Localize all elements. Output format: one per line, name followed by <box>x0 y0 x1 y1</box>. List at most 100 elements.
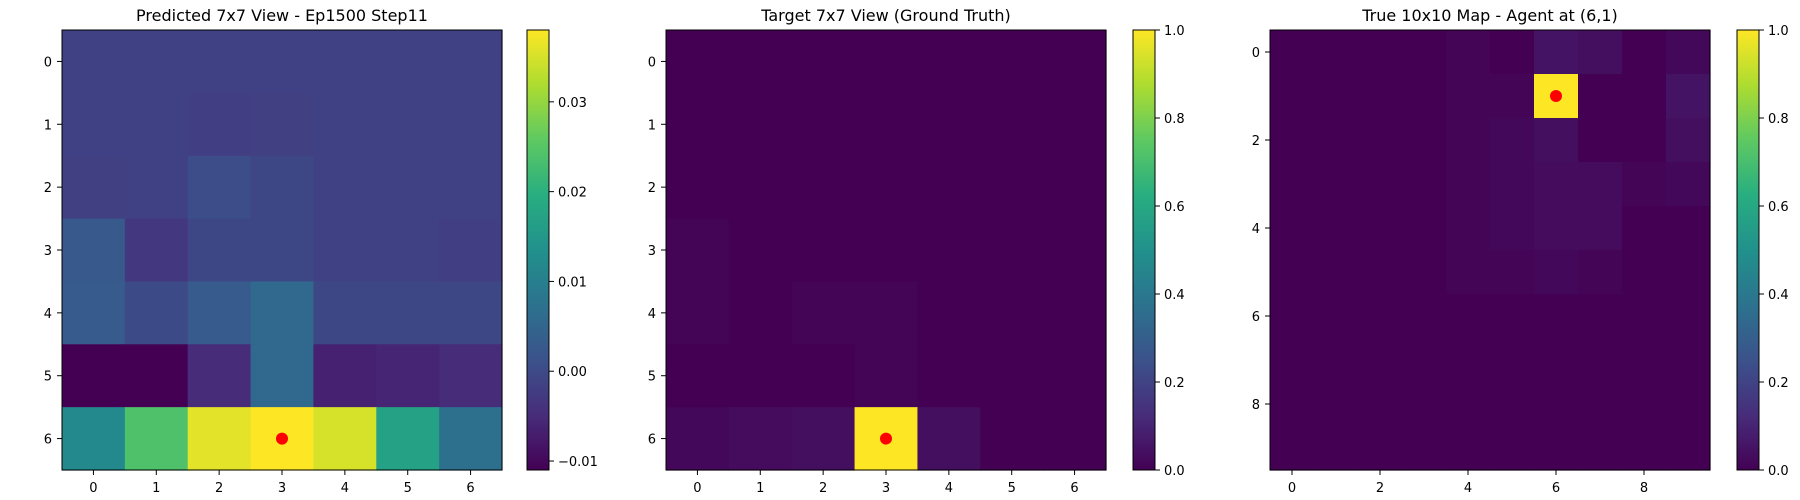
colorbar-tick-label: 0.8 <box>1768 112 1789 127</box>
heatmap-cell <box>728 92 793 157</box>
heatmap-cell <box>124 407 189 471</box>
heatmap-cell <box>917 30 981 94</box>
heatmap-cell <box>1534 118 1579 163</box>
heatmap-cell <box>854 344 919 408</box>
heatmap-cell <box>313 344 377 408</box>
heatmap-cell <box>854 281 919 345</box>
heatmap-cell <box>62 344 126 408</box>
colorbar-tick-label: 1.0 <box>1164 24 1185 39</box>
heatmap-cell <box>1534 162 1579 207</box>
x-tick-label: 0 <box>693 481 701 496</box>
heatmap-cell <box>1314 30 1359 75</box>
heatmap-cell <box>1402 30 1447 75</box>
heatmap-cell <box>854 92 919 157</box>
heatmap-cell <box>313 407 377 471</box>
heatmap-cell <box>1534 30 1579 75</box>
y-ticks-true-map: 0 2 4 6 8 <box>1252 46 1270 413</box>
heatmap-cell <box>250 281 315 345</box>
heatmap-cell <box>1446 118 1491 163</box>
heatmap-cell <box>1446 206 1491 251</box>
y-tick-label: 2 <box>44 181 52 196</box>
heatmap-cell <box>62 218 126 283</box>
heatmap-cell <box>791 218 856 283</box>
heatmap-cell <box>1446 426 1491 471</box>
heatmap-cell <box>980 218 1044 283</box>
heatmap-cell <box>187 92 252 157</box>
heatmap-cell <box>124 92 189 157</box>
heatmap-cell <box>1270 206 1315 251</box>
heatmap-cell <box>439 407 503 471</box>
heatmap-cell <box>917 155 981 220</box>
heatmap-cell <box>980 281 1044 345</box>
y-tick-label: 0 <box>648 55 656 70</box>
heatmap-cell <box>250 30 315 94</box>
y-tick-label: 8 <box>1252 398 1260 413</box>
heatmap-cell <box>1622 30 1667 75</box>
heatmap-cell <box>62 30 126 94</box>
colorbar-tick-label: 0.8 <box>1164 112 1185 127</box>
heatmap-cell <box>376 218 440 283</box>
panel-predicted: Predicted 7x7 View - Ep1500 Step11 0 1 2 3 4… <box>44 6 598 496</box>
heatmap-cell <box>250 218 315 283</box>
heatmap-cell <box>666 281 730 345</box>
heatmap-cell <box>313 30 377 94</box>
colorbar-true-map <box>1736 29 1760 471</box>
heatmap-cell <box>666 218 730 283</box>
heatmap-cell <box>1314 294 1359 339</box>
colorbar-tick-label: 1.0 <box>1768 24 1789 39</box>
heatmap-cell <box>1534 250 1579 295</box>
x-tick-label: 0 <box>1288 481 1296 496</box>
heatmap-cell <box>313 155 377 220</box>
colorbar-tick-label: 0.6 <box>1164 200 1185 215</box>
heatmap-cell <box>1270 382 1315 427</box>
heatmap-cell <box>1490 338 1535 383</box>
heatmap-cell <box>1402 426 1447 471</box>
heatmap-cell <box>1358 30 1403 75</box>
colorbar-tick-label: 0.02 <box>558 186 587 201</box>
heatmap-cell <box>1666 118 1711 163</box>
heatmap-cell <box>1446 162 1491 207</box>
heatmap-cell <box>1270 30 1315 75</box>
heatmap-cell <box>791 92 856 157</box>
colorbar-target <box>1132 29 1156 471</box>
heatmap-cell <box>250 155 315 220</box>
heatmap-cell <box>1490 206 1535 251</box>
heatmap-cell <box>1578 250 1623 295</box>
heatmap-cell <box>1578 382 1623 427</box>
y-tick-label: 6 <box>1252 310 1260 325</box>
heatmap-cell <box>1402 118 1447 163</box>
y-ticks-target: 0 1 2 3 4 5 6 <box>648 55 666 448</box>
heatmap-cell <box>1314 118 1359 163</box>
heatmap-cell <box>1043 218 1107 283</box>
x-tick-label: 3 <box>882 481 890 496</box>
heatmap-cell <box>917 344 981 408</box>
heatmap-cell <box>1578 74 1623 119</box>
heatmap-cell <box>1578 206 1623 251</box>
heatmap-cell <box>1666 338 1711 383</box>
heatmap-cell <box>187 30 252 94</box>
heatmap-cell <box>376 407 440 471</box>
heatmap-cell <box>439 218 503 283</box>
heatmap-cell <box>1490 250 1535 295</box>
heatmap-cell <box>1270 338 1315 383</box>
colorbar-ticks-predicted: 0.03 0.02 0.01 0.00 −0.01 <box>549 96 598 470</box>
heatmap-cell <box>1043 92 1107 157</box>
heatmap-cell <box>439 30 503 94</box>
heatmap-cell <box>854 218 919 283</box>
heatmap-cell <box>1402 206 1447 251</box>
colorbar-tick-label: 0.4 <box>1768 288 1789 303</box>
heatmap-cell <box>666 155 730 220</box>
heatmap-cell <box>980 30 1044 94</box>
heatmap-cell <box>187 407 252 471</box>
heatmap-cell <box>124 218 189 283</box>
heatmap-cell <box>1490 294 1535 339</box>
heatmap-cell <box>1043 30 1107 94</box>
colorbar-ticks-true-map: 1.0 0.8 0.6 0.4 0.2 0.0 <box>1759 24 1789 479</box>
heatmap-cell <box>1666 294 1711 339</box>
heatmap-cell <box>917 407 981 471</box>
heatmap-cell <box>313 218 377 283</box>
x-tick-label: 8 <box>1640 481 1648 496</box>
heatmap-cell <box>1622 118 1667 163</box>
heatmap-cell <box>187 281 252 345</box>
